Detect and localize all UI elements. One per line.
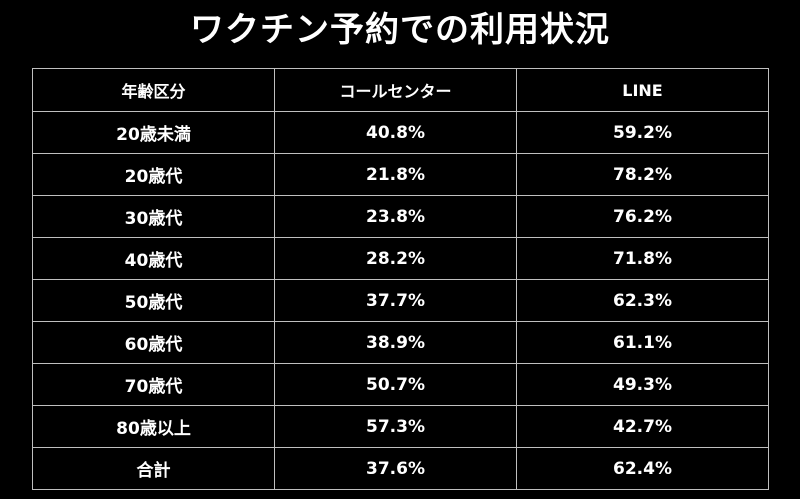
cell-line: 62.4%: [516, 447, 769, 490]
cell-call-center: 50.7%: [274, 363, 517, 406]
cell-line: 76.2%: [516, 195, 769, 238]
table-row: 20歳代 21.8% 78.2%: [32, 153, 769, 196]
cell-line: 61.1%: [516, 321, 769, 364]
cell-age-group: 40歳代: [32, 237, 275, 280]
table-row: 20歳未満 40.8% 59.2%: [32, 111, 769, 154]
cell-line: 78.2%: [516, 153, 769, 196]
table-row: 40歳代 28.2% 71.8%: [32, 237, 769, 280]
cell-line: 71.8%: [516, 237, 769, 280]
cell-line: 62.3%: [516, 279, 769, 322]
table-body: 20歳未満 40.8% 59.2% 20歳代 21.8% 78.2% 30歳代 23.8% 76…: [32, 111, 769, 490]
table-row: 70歳代 50.7% 49.3%: [32, 363, 769, 406]
column-header-age: 年齢区分: [32, 68, 275, 112]
cell-age-group: 20歳未満: [32, 111, 275, 154]
cell-line: 42.7%: [516, 405, 769, 448]
table-header-row: 年齢区分 コールセンター LINE: [32, 68, 769, 112]
cell-age-group: 30歳代: [32, 195, 275, 238]
page-title: ワクチン予約での利用状況: [190, 10, 610, 50]
cell-age-group: 50歳代: [32, 279, 275, 322]
cell-call-center: 21.8%: [274, 153, 517, 196]
cell-call-center: 28.2%: [274, 237, 517, 280]
table-row: 50歳代 37.7% 62.3%: [32, 279, 769, 322]
table-row: 60歳代 38.9% 61.1%: [32, 321, 769, 364]
cell-age-group: 20歳代: [32, 153, 275, 196]
cell-age-group: 70歳代: [32, 363, 275, 406]
table-row: 合計 37.6% 62.4%: [32, 447, 769, 490]
cell-call-center: 37.7%: [274, 279, 517, 322]
column-header-line: LINE: [516, 68, 769, 112]
cell-age-group: 合計: [32, 447, 275, 490]
cell-call-center: 37.6%: [274, 447, 517, 490]
column-header-call-center: コールセンター: [274, 68, 517, 112]
table-row: 30歳代 23.8% 76.2%: [32, 195, 769, 238]
cell-age-group: 80歳以上: [32, 405, 275, 448]
cell-call-center: 40.8%: [274, 111, 517, 154]
cell-line: 59.2%: [516, 111, 769, 154]
table-row: 80歳以上 57.3% 42.7%: [32, 405, 769, 448]
cell-line: 49.3%: [516, 363, 769, 406]
cell-call-center: 57.3%: [274, 405, 517, 448]
cell-age-group: 60歳代: [32, 321, 275, 364]
usage-table: 年齢区分 コールセンター LINE 20歳未満 40.8% 59.2% 20歳代 21.…: [32, 68, 769, 490]
cell-call-center: 38.9%: [274, 321, 517, 364]
cell-call-center: 23.8%: [274, 195, 517, 238]
